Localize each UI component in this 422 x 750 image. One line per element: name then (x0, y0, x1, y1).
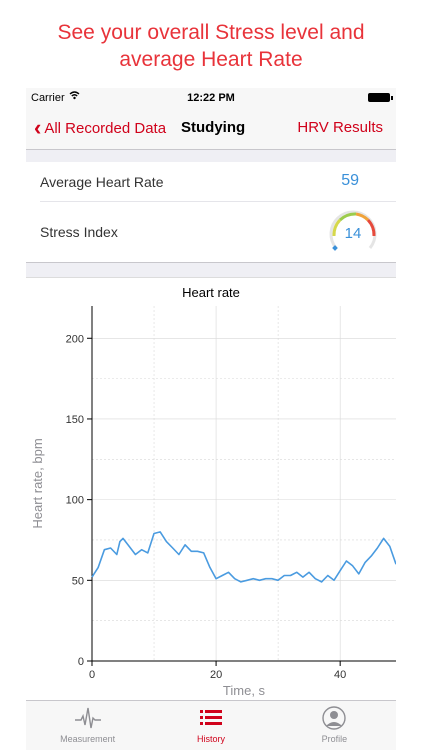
x-axis-label: Time, s (223, 683, 266, 698)
y-tick-label: 200 (66, 333, 84, 345)
heart-rate-chart: 0 50 100 150 200 0 20 40 Time, s Heart rate, bpm (30, 306, 396, 698)
promo-caption: See your overall Stress level and averag… (0, 0, 422, 88)
promo-line-1: See your overall Stress level and (57, 21, 365, 44)
tab-profile-label: Profile (321, 734, 348, 744)
y-tick-label: 50 (72, 575, 84, 587)
average-heart-rate-value: 59 (341, 172, 359, 189)
battery-icon (368, 93, 393, 102)
chart-title: Heart rate (182, 285, 240, 300)
x-tick-label: 20 (210, 669, 222, 681)
y-axis-label: Heart rate, bpm (30, 438, 45, 528)
tab-bar: Measurement History Profile (26, 700, 396, 750)
metrics-card: Average Heart Rate 59 Stress Index 14 (26, 162, 396, 263)
tab-history[interactable]: History (149, 701, 272, 750)
phone-screen: Carrier 12:22 PM ‹ All Recorded Data Stu… (26, 88, 396, 750)
tab-measurement[interactable]: Measurement (26, 701, 149, 750)
back-button-label: All Recorded Data (44, 119, 167, 137)
tab-history-label: History (196, 734, 225, 744)
page-title: Studying (181, 119, 246, 136)
stress-index-row: Stress Index 14 (40, 202, 396, 262)
profile-icon (322, 706, 347, 730)
stress-index-label: Stress Index (40, 224, 118, 240)
heart-rate-series-line (91, 531, 396, 583)
hrv-results-button[interactable]: HRV Results (297, 119, 383, 136)
section-spacer (26, 150, 396, 162)
list-icon (199, 710, 222, 725)
status-time: 12:22 PM (187, 92, 235, 104)
x-tick-label: 0 (89, 669, 95, 681)
chevron-left-icon: ‹ (34, 115, 42, 140)
wifi-icon (69, 90, 80, 103)
y-tick-label: 100 (66, 495, 84, 507)
stress-gauge: 14 (326, 208, 378, 256)
promo-line-2: average Heart Rate (119, 48, 303, 71)
average-heart-rate-row: Average Heart Rate 59 (40, 162, 396, 202)
y-tick-label: 150 (66, 414, 84, 426)
heartbeat-icon (74, 707, 101, 729)
stress-index-value: 14 (345, 225, 362, 242)
heart-rate-chart-card: Heart rate 0 50 100 150 200 0 20 40 Time, s Heart… (26, 277, 396, 700)
average-heart-rate-label: Average Heart Rate (40, 174, 164, 190)
back-button[interactable]: ‹ All Recorded Data (34, 115, 167, 140)
x-tick-label: 40 (334, 669, 346, 681)
y-tick-label: 0 (78, 656, 84, 668)
tab-profile[interactable]: Profile (273, 701, 396, 750)
navigation-bar: ‹ All Recorded Data Studying HRV Results (26, 108, 396, 150)
status-bar: Carrier 12:22 PM (26, 88, 396, 108)
carrier-label: Carrier (31, 92, 65, 104)
tab-measurement-label: Measurement (60, 734, 116, 744)
